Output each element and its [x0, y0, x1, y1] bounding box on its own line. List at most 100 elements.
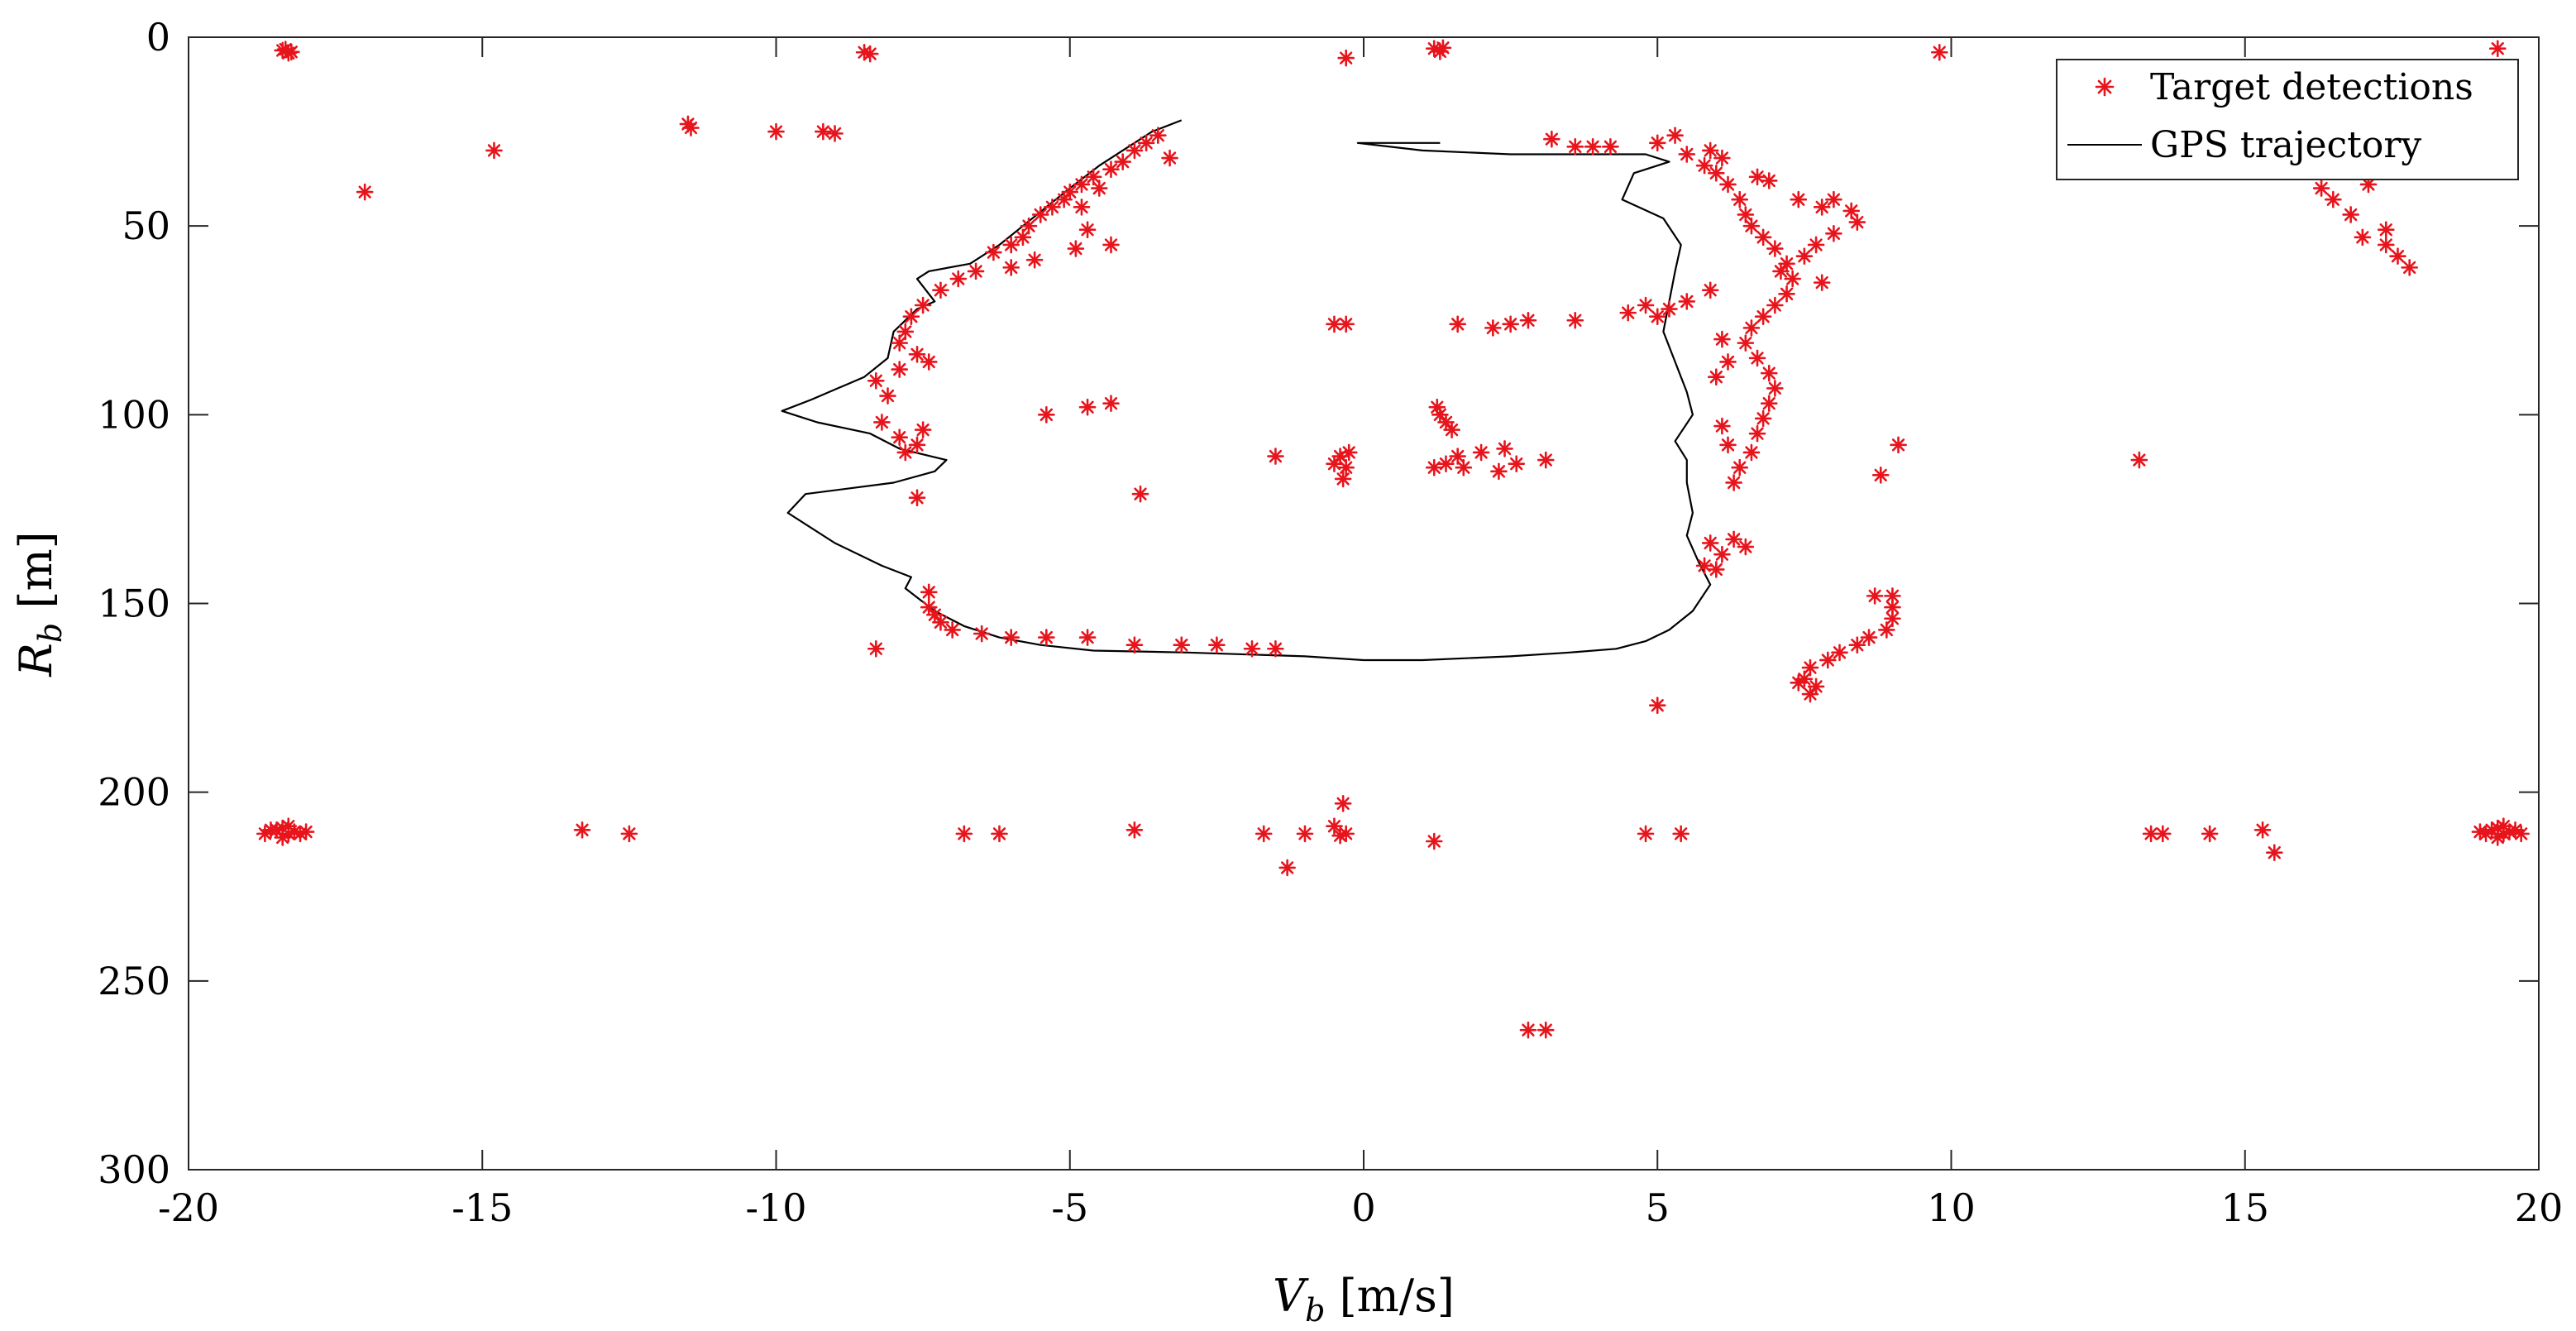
detection-point [1437, 455, 1455, 472]
detection-point [873, 414, 891, 431]
y-tick-label: 0 [146, 15, 170, 60]
x-tick-label: -5 [1051, 1185, 1088, 1230]
detection-point [256, 825, 274, 843]
y-tick-label: 300 [98, 1147, 170, 1192]
detection-point [1102, 395, 1120, 412]
detection-point [1725, 474, 1742, 491]
detection-point [914, 296, 932, 314]
detection-point [1766, 240, 1784, 257]
detection-point [914, 421, 932, 438]
detection-point [1602, 138, 1619, 156]
detection-point [1719, 353, 1737, 371]
detection-point [1084, 168, 1102, 186]
detection-point [1619, 304, 1637, 322]
detection-point [1044, 199, 1061, 216]
detection-point [2488, 829, 2507, 846]
detection-point [1754, 308, 1772, 325]
detection-point [944, 621, 961, 639]
detection-point [1748, 349, 1766, 367]
detection-point [356, 183, 374, 201]
detection-point [1678, 146, 1696, 163]
detection-point [1890, 436, 1907, 454]
x-axis-label-sub: b [1305, 1292, 1325, 1329]
detection-point [1443, 421, 1460, 438]
detection-point [2354, 228, 2372, 247]
detection-point [967, 262, 985, 280]
detection-point [1695, 156, 1713, 175]
detection-point [2401, 259, 2418, 276]
detection-point [1742, 319, 1761, 337]
detection-point [1126, 141, 1144, 160]
detection-point [1472, 443, 1490, 462]
gps-trajectory-line [781, 119, 1712, 662]
detection-point [1543, 130, 1560, 148]
detection-point [908, 489, 926, 507]
detection-point [1672, 825, 1689, 843]
detection-point [2488, 40, 2507, 57]
detection-point [1061, 183, 1079, 201]
detection-point [1866, 587, 1884, 605]
detection-point [891, 361, 909, 378]
detection-point [1502, 315, 1519, 333]
detection-point [1731, 458, 1749, 476]
detection-point [1267, 639, 1284, 658]
detection-point [1031, 206, 1049, 223]
detection-point [1149, 127, 1167, 144]
detection-point [1884, 610, 1901, 628]
plot-background [189, 37, 2539, 1170]
x-axis-label-main: V [1273, 1270, 1309, 1322]
detection-point [2495, 817, 2512, 835]
detection-point [2265, 844, 2283, 861]
detection-point [1871, 467, 1890, 484]
detection-point [920, 583, 938, 601]
detection-point [1813, 274, 1831, 291]
detection-point [867, 371, 885, 390]
detection-point [1760, 172, 1778, 189]
detection-point [1878, 621, 1895, 639]
detection-point [1708, 164, 1725, 182]
detection-point [2359, 175, 2378, 194]
detection-point [1102, 160, 1120, 179]
detection-point [1708, 561, 1725, 578]
detection-point [1754, 228, 1772, 247]
detection-point [1537, 451, 1555, 469]
detection-point [2471, 823, 2489, 840]
legend: Target detections GPS trajectory [2056, 59, 2519, 180]
detection-point [1014, 228, 1032, 247]
detection-point [1496, 440, 1513, 457]
detection-point [1002, 629, 1020, 646]
detection-point [1713, 330, 1731, 348]
detection-point [1708, 368, 1725, 386]
detection-point [1742, 443, 1761, 462]
detection-point [1425, 832, 1443, 850]
detection-point [1340, 443, 1358, 462]
detection-point [1126, 821, 1144, 839]
y-tick-label: 250 [98, 959, 170, 1003]
y-tick-label: 50 [122, 203, 170, 248]
detection-point [2312, 180, 2330, 197]
detection-point [1818, 651, 1837, 669]
detection-point [1431, 406, 1449, 424]
detection-point [1337, 458, 1355, 476]
detection-point [826, 125, 844, 142]
y-axis: 0 50 100 150 200 250 300 [98, 15, 2539, 1192]
detection-point [1795, 247, 1814, 265]
detection-point [274, 829, 291, 846]
detection-point [908, 436, 926, 454]
detection-point [1807, 236, 1825, 254]
detections-layer [256, 39, 2530, 1039]
detection-point [896, 443, 915, 462]
x-tick-label: -10 [745, 1185, 806, 1230]
detection-point [297, 823, 315, 840]
detection-point [1490, 462, 1508, 481]
legend-box [2056, 59, 2519, 180]
x-tick-label: -15 [452, 1185, 513, 1230]
y-axis-label-unit: [m] [10, 531, 62, 623]
detection-point [1002, 259, 1020, 276]
y-tick-label: 150 [98, 582, 170, 626]
detection-point [1737, 334, 1755, 352]
detection-point [682, 119, 700, 136]
detection-point [1137, 134, 1155, 152]
detection-point [1772, 262, 1790, 280]
